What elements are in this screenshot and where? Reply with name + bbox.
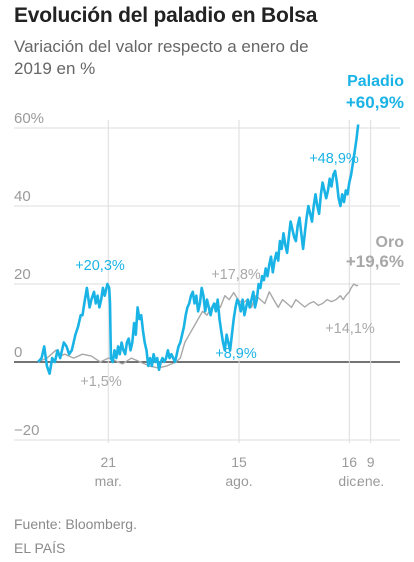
source-note: Fuente: Bloomberg. [14, 516, 137, 532]
series-line-oro [37, 283, 359, 369]
data-annotation: +20,3% [75, 258, 125, 274]
series-end-value: +60,9% [346, 93, 404, 112]
series-end-value: +19,6% [346, 252, 404, 271]
y-tick-label: −20 [14, 422, 39, 439]
x-tick-month: dic. [338, 473, 360, 489]
data-annotation: +17,8% [211, 267, 261, 283]
y-tick-label: 40 [14, 188, 31, 205]
y-tick-label: 60% [14, 110, 44, 127]
series-line-paladio [37, 124, 360, 375]
x-tick-day: 21 [100, 454, 116, 470]
data-annotation: +1,5% [80, 374, 122, 390]
chart-title: Evolución del paladio en Bolsa [14, 4, 318, 27]
x-tick-day: 16 [342, 454, 358, 470]
data-annotation: +8,9% [215, 346, 257, 362]
y-tick-label: 20 [14, 266, 31, 283]
series-name-label: Paladio [347, 73, 404, 90]
x-tick-month: ene. [357, 473, 384, 489]
y-tick-label: 0 [14, 344, 22, 361]
x-tick-month: mar. [95, 473, 122, 489]
series-name-label: Oro [376, 234, 405, 251]
publisher-label: EL PAÍS [14, 540, 66, 556]
x-tick-day: 9 [367, 454, 375, 470]
chart-subtitle: Variación del valor respecto a enero de … [14, 37, 309, 78]
data-annotation: +14,1% [325, 321, 375, 337]
x-tick-month: ago. [225, 473, 252, 489]
data-annotation: +48,9% [309, 151, 359, 167]
palladium-chart: 60% 40 20 0 −20 21 mar. 15 ago. 16 dic. 9 ene. Paladi… [14, 73, 405, 489]
x-tick-day: 15 [231, 454, 247, 470]
